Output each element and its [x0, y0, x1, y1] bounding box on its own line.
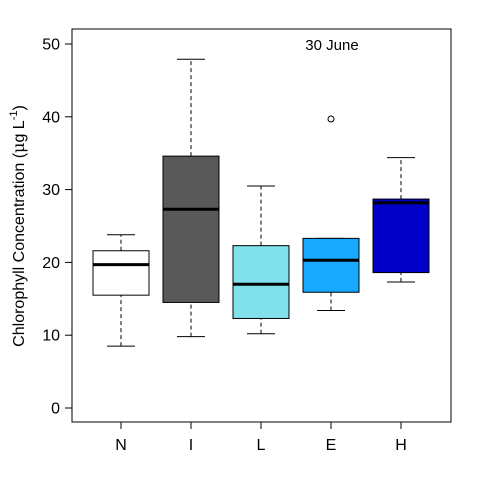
- box-i: [162, 58, 220, 338]
- x-tick-label: H: [395, 437, 407, 454]
- y-tick-label: 10: [42, 328, 60, 345]
- outlier-point: [327, 115, 335, 123]
- interquartile-box: [232, 245, 290, 319]
- y-tick-label: 30: [42, 182, 60, 199]
- y-axis-title-suffix: ): [11, 105, 28, 110]
- box-e: [302, 115, 360, 311]
- y-axis-title-prefix: Chlorophyll Concentration (: [11, 152, 28, 347]
- box-l: [232, 185, 290, 335]
- box-h: [372, 157, 430, 283]
- interquartile-box: [92, 250, 150, 296]
- interquartile-box: [162, 155, 220, 303]
- box-n: [92, 234, 150, 347]
- x-tick-label: I: [189, 437, 193, 454]
- y-axis-title: Chlorophyll Concentration (μg L-1): [8, 105, 28, 347]
- y-tick-label: 50: [42, 37, 60, 54]
- y-axis: 0 10 20 30 40 50: [42, 37, 73, 418]
- y-axis-title-mu: μ: [9, 143, 28, 153]
- interquartile-box: [372, 198, 430, 274]
- y-tick-label: 0: [51, 401, 60, 418]
- date-annotation: 30 June: [305, 37, 358, 54]
- x-tick-label: N: [115, 437, 127, 454]
- interquartile-box: [302, 237, 360, 293]
- y-tick-label: 20: [42, 255, 60, 272]
- y-axis-title-unit: g L: [11, 120, 28, 142]
- y-axis-title-exponent: -1: [8, 111, 20, 121]
- x-tick-label: E: [326, 437, 337, 454]
- y-tick-label: 40: [42, 109, 60, 126]
- boxes-group: [92, 58, 430, 347]
- x-tick-label: L: [257, 437, 266, 454]
